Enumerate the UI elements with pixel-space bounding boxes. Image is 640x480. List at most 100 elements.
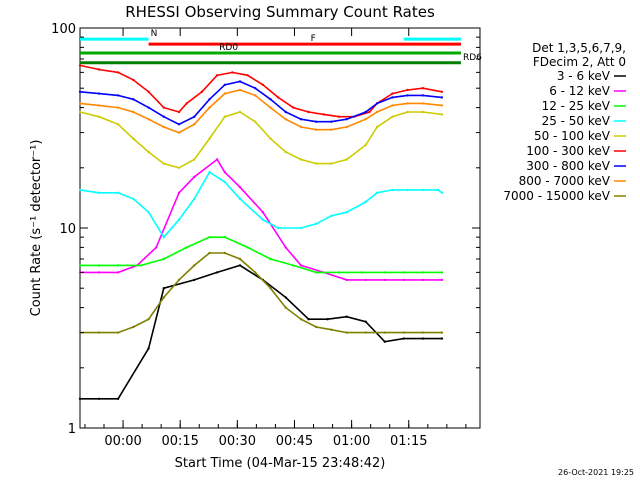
series-point [162, 257, 165, 261]
chart-title: RHESSI Observing Summary Count Rates [125, 3, 435, 21]
series-point [193, 175, 196, 179]
series-point [193, 278, 196, 282]
x-tick-label: 01:15 [390, 434, 427, 449]
series-point [208, 106, 211, 109]
legend-entry-label: 7000 - 15000 keV [503, 189, 610, 203]
series-point [284, 306, 287, 309]
series-point [421, 110, 425, 114]
series-point [440, 90, 444, 94]
series-point [155, 246, 158, 249]
series-point [330, 162, 333, 165]
series-point [132, 325, 135, 329]
series-point [162, 296, 165, 299]
series-point [299, 118, 303, 121]
x-tick-label: 00:45 [276, 434, 313, 449]
series-point [246, 74, 249, 77]
series-line-7 [79, 89, 442, 134]
series-point [406, 102, 409, 105]
legend-entry-label: 800 - 7000 keV [519, 174, 611, 188]
series-point [375, 110, 379, 114]
series-point [116, 123, 120, 126]
series-point [330, 214, 333, 218]
series-point [292, 264, 295, 267]
series-point [330, 128, 333, 131]
series-point [97, 271, 101, 274]
series-point [147, 347, 150, 350]
series-point [261, 211, 265, 214]
series-point [177, 123, 181, 126]
series-point [147, 150, 150, 154]
series-point [315, 222, 318, 225]
series-point [132, 110, 135, 114]
series-point [440, 96, 444, 99]
footer-date: 26-Oct-2021 19:25 [558, 468, 634, 477]
legend-entry-label: 25 - 50 keV [542, 114, 611, 128]
series-point [364, 110, 367, 114]
series-point [421, 94, 425, 97]
series-point [185, 246, 188, 249]
series-point [299, 318, 303, 321]
series-point [208, 171, 211, 174]
legend-entry-label: 50 - 100 keV [534, 129, 611, 143]
series-point [116, 271, 120, 274]
series-point [116, 331, 120, 334]
series-point [440, 331, 444, 334]
series-point [231, 71, 234, 74]
series-point [78, 110, 82, 114]
series-point [78, 102, 82, 105]
series-point [345, 211, 348, 214]
series-point [345, 118, 348, 121]
series-point [299, 226, 303, 230]
series-point [238, 264, 242, 267]
series-point [147, 90, 150, 94]
series-line-0 [80, 264, 442, 400]
series-point [421, 87, 425, 90]
series-point [177, 191, 181, 194]
legend-entry-label: 6 - 12 keV [549, 84, 611, 98]
series-point [116, 397, 120, 400]
series-point [116, 191, 120, 194]
series-point [97, 331, 101, 334]
series-point [391, 104, 394, 107]
series-point [185, 102, 188, 105]
series-line-3 [79, 171, 443, 239]
series-point [391, 92, 394, 95]
series-point [315, 128, 318, 131]
series-point [337, 115, 341, 118]
series-point [307, 110, 310, 114]
series-point [97, 115, 101, 118]
series-point [162, 115, 165, 118]
series-point [345, 158, 348, 161]
series-point [406, 88, 409, 92]
series-point [364, 331, 367, 334]
series-point [391, 115, 394, 118]
series-point [276, 96, 280, 99]
series-point [238, 88, 242, 92]
series-point [383, 340, 386, 343]
series-point [132, 98, 135, 101]
series-point [345, 331, 348, 334]
series-point [406, 188, 409, 192]
series-point [97, 92, 101, 95]
series-point [162, 125, 165, 129]
series-point [421, 188, 425, 192]
y-axis-ticks: 1 10 100 [51, 22, 480, 437]
legend-entry-label: 300 - 800 keV [526, 159, 610, 173]
series-point [299, 158, 303, 161]
series-point [440, 104, 444, 107]
series-point [215, 271, 219, 274]
series-line-1 [80, 158, 442, 281]
series-point [162, 162, 165, 165]
series-point [402, 337, 405, 340]
series-point [223, 171, 226, 174]
legend-entry-label: 12 - 25 keV [542, 99, 611, 113]
series-point [292, 106, 295, 109]
series-point [78, 64, 82, 67]
x-tick-label: 00:00 [104, 434, 141, 449]
series-point [440, 337, 444, 340]
series-group [78, 64, 444, 400]
series-point [307, 318, 310, 321]
series-point [177, 110, 181, 114]
series-point [193, 197, 196, 200]
series-point [440, 113, 444, 116]
